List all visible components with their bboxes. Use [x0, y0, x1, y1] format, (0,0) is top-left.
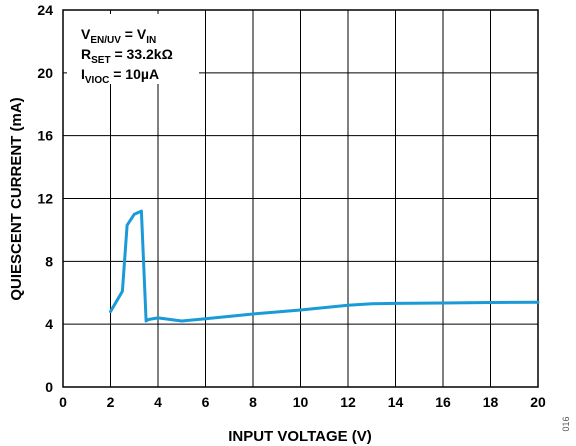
x-tick-label: 10 — [293, 394, 309, 410]
annotation-background — [67, 14, 199, 84]
x-tick-label: 14 — [388, 394, 404, 410]
x-tick-label: 12 — [340, 394, 356, 410]
data-series — [109, 209, 540, 323]
y-tick-label: 12 — [37, 191, 53, 207]
annotation-line-2: RSET = 33.2kΩ — [81, 46, 173, 66]
x-tick-label: 16 — [435, 394, 451, 410]
plot-frame — [62, 9, 539, 388]
legend-box: VEN/UV = VIN RSET = 33.2kΩ IVIOC = 10µA — [67, 14, 199, 86]
figure-code: 016 — [561, 416, 571, 431]
x-tick-labels: 0 2 4 6 8 10 12 14 16 18 20 — [59, 394, 546, 410]
x-tick-label: 4 — [154, 394, 162, 410]
x-axis-label: INPUT VOLTAGE (V) — [228, 428, 372, 445]
y-tick-label: 8 — [45, 253, 53, 269]
y-tick-label: 24 — [37, 2, 53, 18]
annotation-line-3: IVIOC = 10µA — [81, 66, 159, 86]
y-tick-label: 4 — [45, 316, 53, 332]
annotation-line-1: VEN/UV = VIN — [81, 26, 156, 46]
x-tick-label: 8 — [249, 394, 257, 410]
x-tick-label: 2 — [107, 394, 115, 410]
y-tick-label: 20 — [37, 65, 53, 81]
y-tick-labels: 0 4 8 12 16 20 24 — [37, 2, 53, 395]
series-line — [109, 209, 540, 323]
x-tick-label: 20 — [530, 394, 546, 410]
x-tick-label: 0 — [59, 394, 67, 410]
x-tick-label: 6 — [202, 394, 210, 410]
y-axis-label: QUIESCENT CURRENT (mA) — [8, 97, 25, 300]
y-tick-label: 0 — [45, 379, 53, 395]
y-tick-label: 16 — [37, 128, 53, 144]
x-tick-label: 18 — [483, 394, 499, 410]
